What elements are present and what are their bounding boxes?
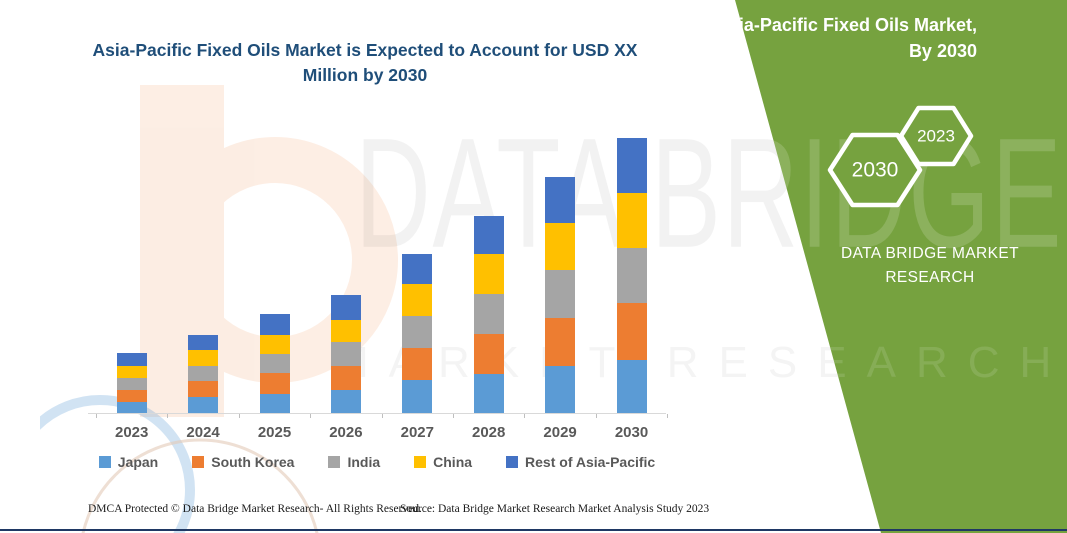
- category-label-2027: 2027: [400, 424, 434, 441]
- category-label-2023: 2023: [115, 424, 149, 441]
- bar-segment-2023-china: [116, 366, 147, 378]
- category-label-2028: 2028: [472, 424, 506, 441]
- category-label-2025: 2025: [257, 424, 292, 441]
- bar-segment-2028-japan: [473, 374, 504, 413]
- legend-swatch-icon: [414, 456, 427, 468]
- bar-segment-2025-japan: [259, 394, 290, 413]
- axis-tick: [381, 414, 383, 418]
- bar-segment-2025-india: [259, 354, 290, 373]
- bar-segment-2025-china: [259, 335, 290, 354]
- axis-tick: [238, 414, 240, 418]
- legend-item-south-korea: South Korea: [192, 454, 294, 470]
- axis-tick: [595, 414, 597, 418]
- bar-segment-2028-india: [473, 294, 504, 334]
- panel-title: Asia-Pacific Fixed Oils Market, By 2030: [637, 12, 977, 64]
- bottom-divider: [0, 529, 1067, 531]
- bar-segment-2030-india: [616, 248, 647, 303]
- bar-segment-2023-south-korea: [116, 390, 147, 402]
- axis-tick: [524, 414, 526, 418]
- bar-segment-2028-china: [473, 254, 504, 294]
- bar-segment-2027-india: [402, 316, 433, 348]
- bar-segment-2029-china: [545, 223, 576, 270]
- brand-name: DATA BRIDGE MARKET RESEARCH: [822, 242, 1038, 290]
- brand-line1: DATA BRIDGE MARKET: [840, 245, 1019, 262]
- bar-segment-2025-rest-of-asia-pacific: [259, 314, 290, 335]
- bar-segment-2029-india: [545, 270, 576, 318]
- chart-legend: Japan South Korea India China Rest of Asia-P…: [88, 454, 666, 470]
- axis-tick: [167, 414, 169, 418]
- legend-swatch-icon: [328, 456, 341, 468]
- bar-segment-2026-japan: [330, 390, 361, 413]
- legend-swatch-icon: [506, 456, 519, 468]
- bar-segment-2027-south-korea: [402, 348, 433, 380]
- legend-swatch-icon: [192, 456, 205, 468]
- legend-swatch-icon: [98, 456, 111, 468]
- axis-tick: [453, 414, 454, 418]
- category-label-2029: 2029: [543, 424, 577, 441]
- dmca-notice: DMCA Protected © Data Bridge Market Rese…: [88, 503, 422, 515]
- bar-segment-2026-south-korea: [330, 366, 361, 390]
- bar-segment-2023-india: [116, 378, 147, 390]
- bar-segment-2030-south-korea: [616, 303, 647, 360]
- legend-label: India: [347, 454, 381, 470]
- bar-segment-2030-japan: [616, 360, 647, 413]
- panel-title-line2: By 2030: [908, 41, 977, 62]
- bar-segment-2023-rest-of-asia-pacific: [116, 353, 147, 366]
- bar-segment-2026-rest-of-asia-pacific: [330, 295, 361, 320]
- bar-segment-2024-rest-of-asia-pacific: [188, 335, 219, 350]
- legend-item-japan: Japan: [98, 454, 159, 470]
- axis-tick: [96, 414, 97, 418]
- category-label-2030: 2030: [614, 424, 649, 441]
- hexagon-2030-icon: [827, 132, 923, 208]
- bar-segment-2024-south-korea: [188, 381, 219, 397]
- legend-item-india: India: [328, 454, 380, 470]
- axis-tick: [667, 414, 669, 418]
- legend-label: Japan: [117, 454, 159, 470]
- hexagon-badges: 2030 2023: [827, 105, 974, 208]
- bar-segment-2028-south-korea: [473, 334, 504, 374]
- bar-segment-2024-japan: [188, 397, 219, 413]
- bar-segment-2030-rest-of-asia-pacific: [616, 138, 647, 193]
- legend-item-china: China: [414, 454, 472, 470]
- bar-segment-2025-south-korea: [259, 373, 290, 394]
- bar-segment-2024-india: [188, 366, 219, 381]
- chart-title: Asia-Pacific Fixed Oils Market is Expect…: [92, 40, 638, 86]
- hexagon-2023-icon: [898, 105, 974, 167]
- bar-segment-2029-south-korea: [545, 318, 576, 366]
- legend-label: Rest of Asia-Pacific: [525, 454, 656, 470]
- bar-segment-2030-china: [616, 193, 647, 248]
- panel-title-line1: Asia-Pacific Fixed Oils Market,: [715, 15, 977, 35]
- category-label-2026: 2026: [329, 424, 363, 441]
- hexagon-2030-label: 2030: [852, 159, 899, 182]
- axis-tick: [310, 414, 312, 418]
- bar-segment-2027-china: [402, 284, 433, 316]
- legend-label: China: [433, 454, 473, 470]
- legend-item-rest-of-asia-pacific: Rest of Asia-Pacific: [506, 454, 655, 470]
- bar-segment-2026-china: [330, 320, 361, 342]
- bar-segment-2029-rest-of-asia-pacific: [545, 177, 576, 223]
- brand-line2: RESEARCH: [885, 269, 975, 287]
- legend-label: South Korea: [211, 454, 295, 470]
- bar-segment-2023-japan: [116, 402, 147, 413]
- x-axis-line: [88, 413, 666, 414]
- bar-segment-2024-china: [188, 350, 219, 366]
- bar-segment-2028-rest-of-asia-pacific: [473, 216, 504, 254]
- hexagon-2023-label: 2023: [917, 127, 955, 146]
- bar-segment-2027-japan: [402, 380, 433, 413]
- source-note: Source: Data Bridge Market Research Mark…: [400, 503, 710, 515]
- bar-segment-2027-rest-of-asia-pacific: [402, 254, 433, 284]
- category-label-2024: 2024: [186, 424, 220, 441]
- bar-segment-2029-japan: [545, 366, 576, 413]
- bar-segment-2026-india: [330, 342, 361, 366]
